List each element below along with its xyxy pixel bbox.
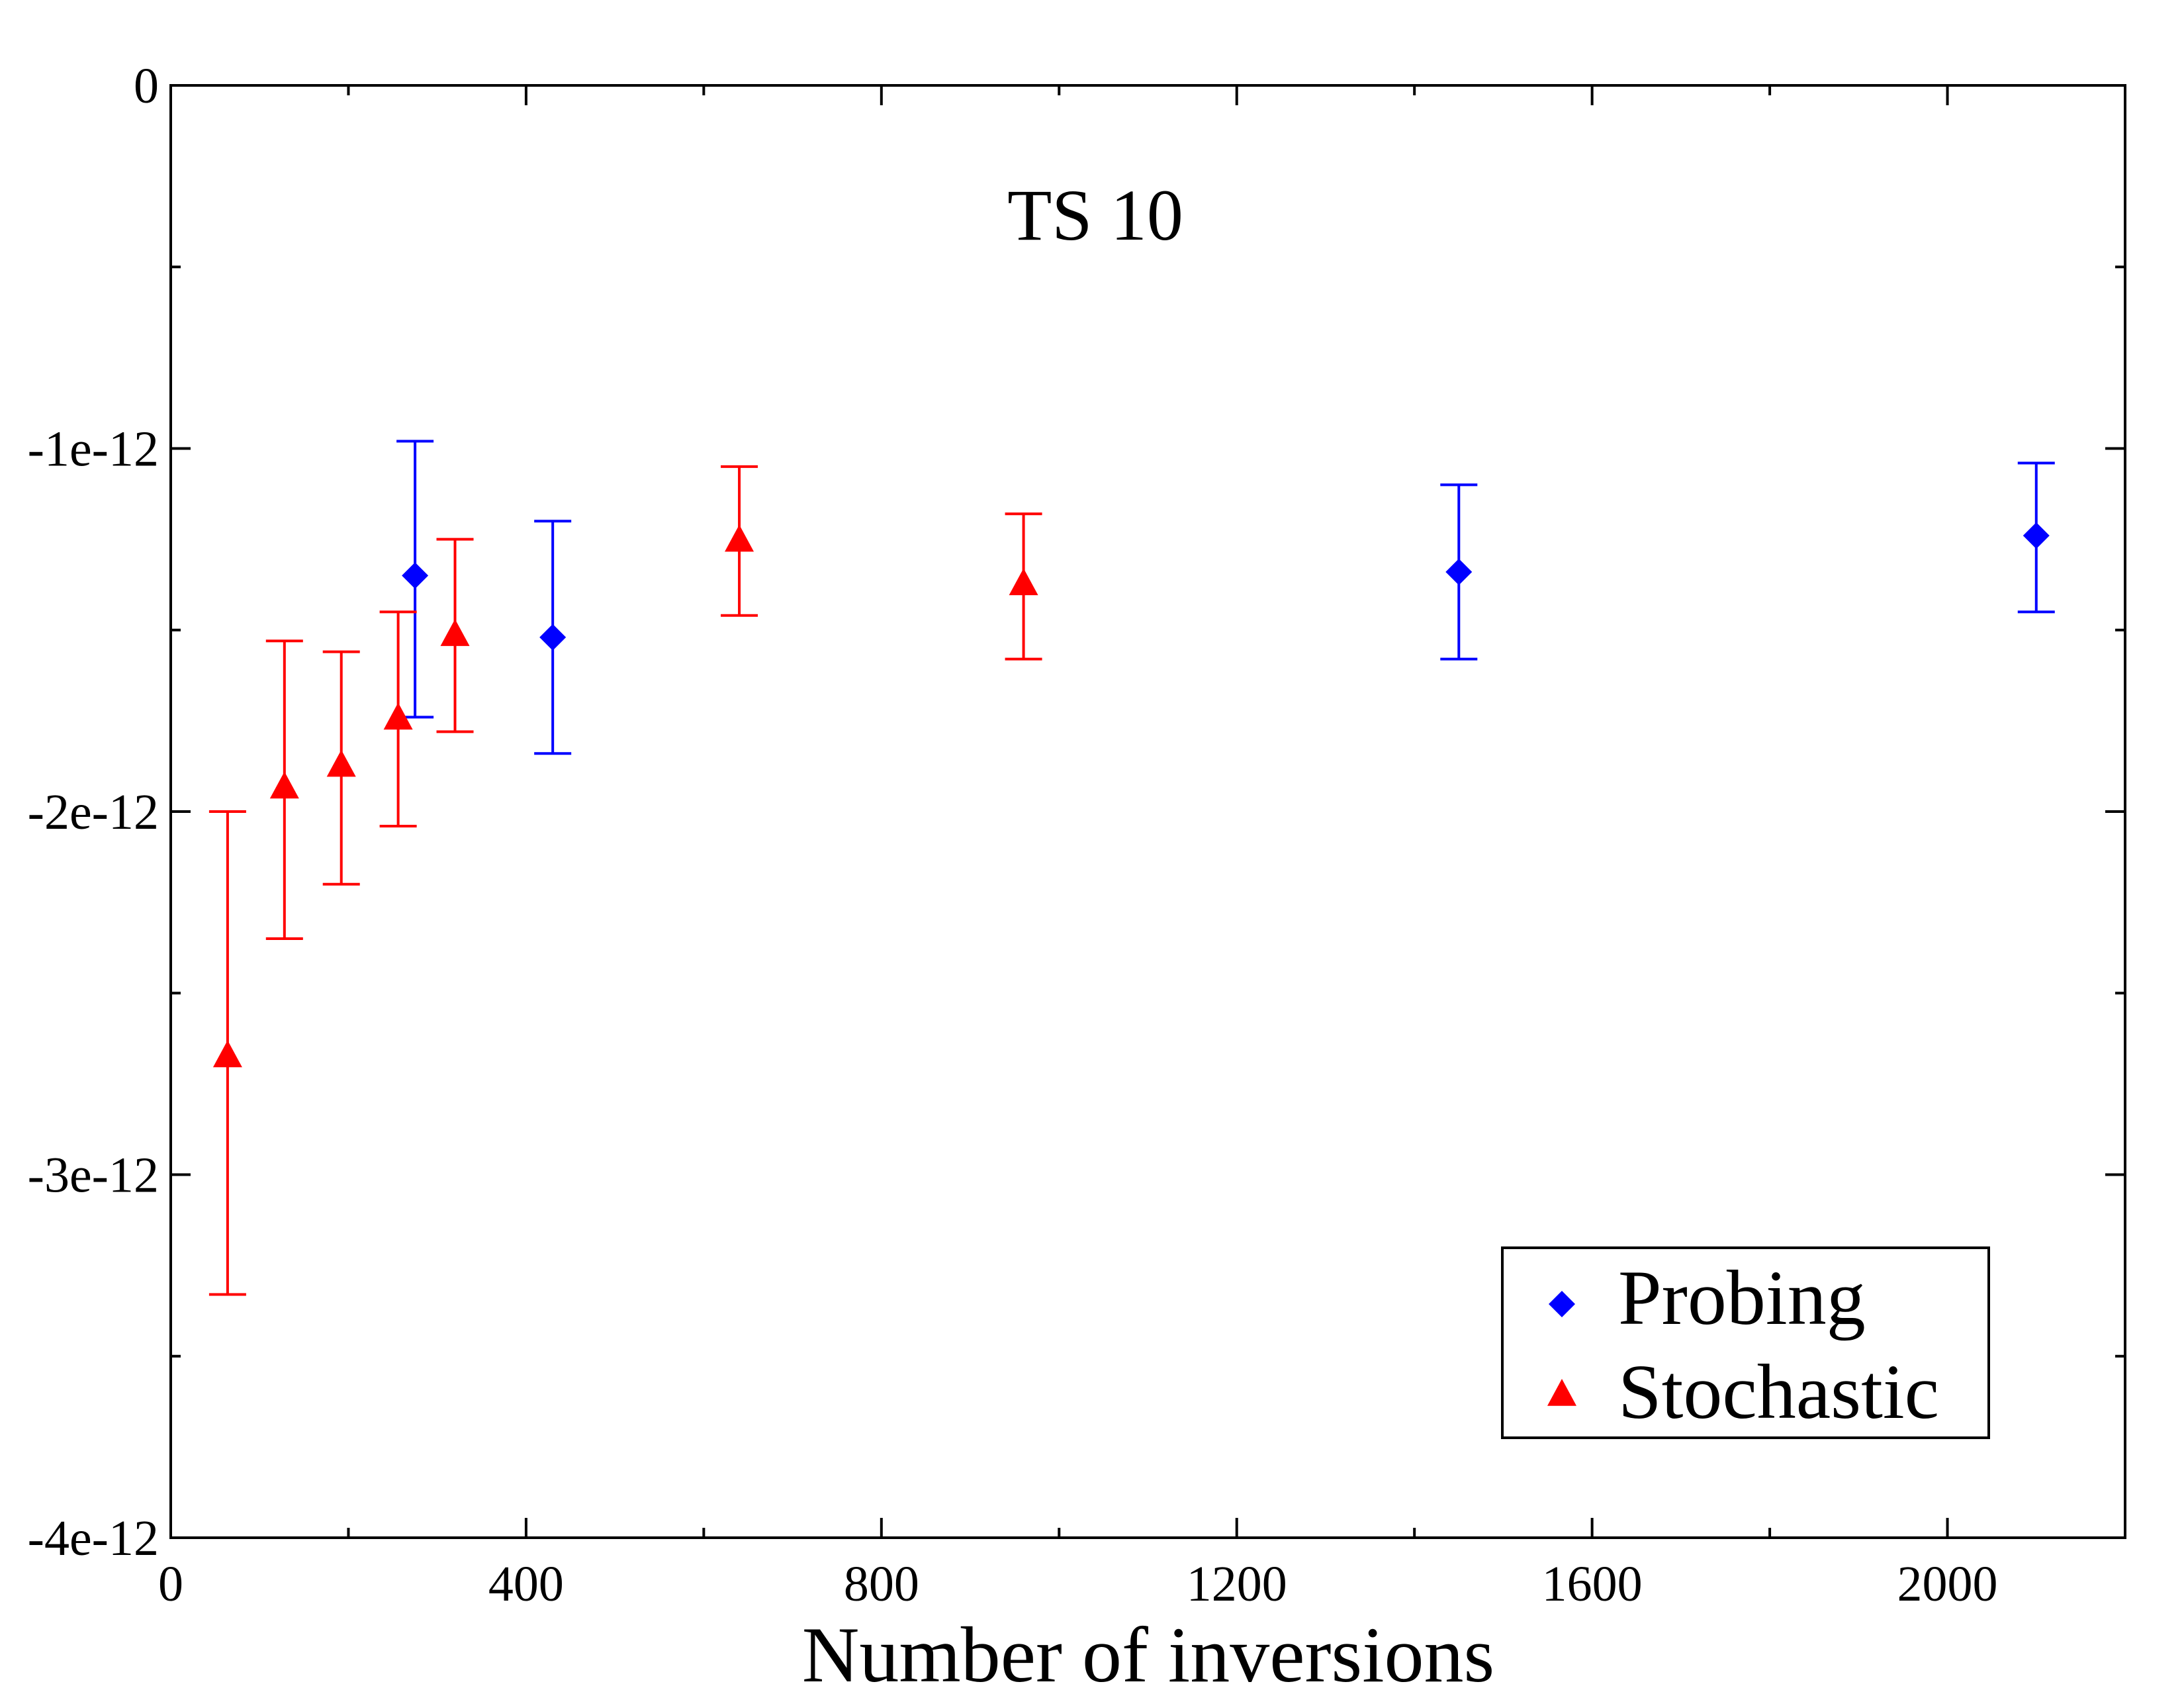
stochastic-point bbox=[725, 524, 754, 552]
legend-marker-stochastic bbox=[1547, 1379, 1576, 1406]
chart-title: TS 10 bbox=[1007, 175, 1183, 256]
x-tick-label: 800 bbox=[844, 1556, 919, 1612]
x-axis-title: Number of inversions bbox=[802, 1611, 1494, 1688]
series-probing bbox=[396, 440, 2055, 755]
legend: Probing Stochastic bbox=[1501, 1246, 1990, 1439]
legend-marker-probing bbox=[1549, 1291, 1575, 1317]
x-tick-label: 400 bbox=[488, 1556, 564, 1612]
y-tick-label: -2e-12 bbox=[28, 784, 159, 840]
legend-label-probing: Probing bbox=[1618, 1254, 1866, 1341]
stochastic-point bbox=[1009, 568, 1038, 596]
stochastic-point bbox=[383, 702, 413, 730]
x-tick-label: 1200 bbox=[1187, 1556, 1287, 1612]
legend-box bbox=[1501, 1246, 1990, 1439]
x-tick-label: 0 bbox=[158, 1556, 183, 1612]
stochastic-point bbox=[212, 1040, 242, 1068]
y-tick-label: -3e-12 bbox=[28, 1148, 159, 1203]
stochastic-point bbox=[269, 771, 299, 799]
legend-label-stochastic: Stochastic bbox=[1618, 1348, 1939, 1435]
data-series bbox=[208, 440, 2055, 1296]
probing-point bbox=[402, 562, 429, 589]
axis-tick-labels: 0 400 800 1200 1600 2000 0 -1e-12 -2e-12 -3e-12 -4… bbox=[28, 58, 1998, 1612]
y-tick-label: 0 bbox=[134, 58, 159, 114]
y-tick-label: -1e-12 bbox=[28, 422, 159, 477]
probing-point bbox=[2023, 522, 2050, 549]
probing-point bbox=[539, 624, 567, 651]
stochastic-point bbox=[440, 619, 470, 646]
probing-point bbox=[1445, 558, 1473, 585]
x-tick-label: 2000 bbox=[1897, 1556, 1998, 1612]
y-tick-label: -4e-12 bbox=[28, 1511, 159, 1566]
x-tick-label: 1600 bbox=[1542, 1556, 1643, 1612]
stochastic-point bbox=[326, 749, 356, 777]
series-stochastic bbox=[208, 465, 1042, 1296]
axis-ticks bbox=[169, 84, 2125, 1539]
